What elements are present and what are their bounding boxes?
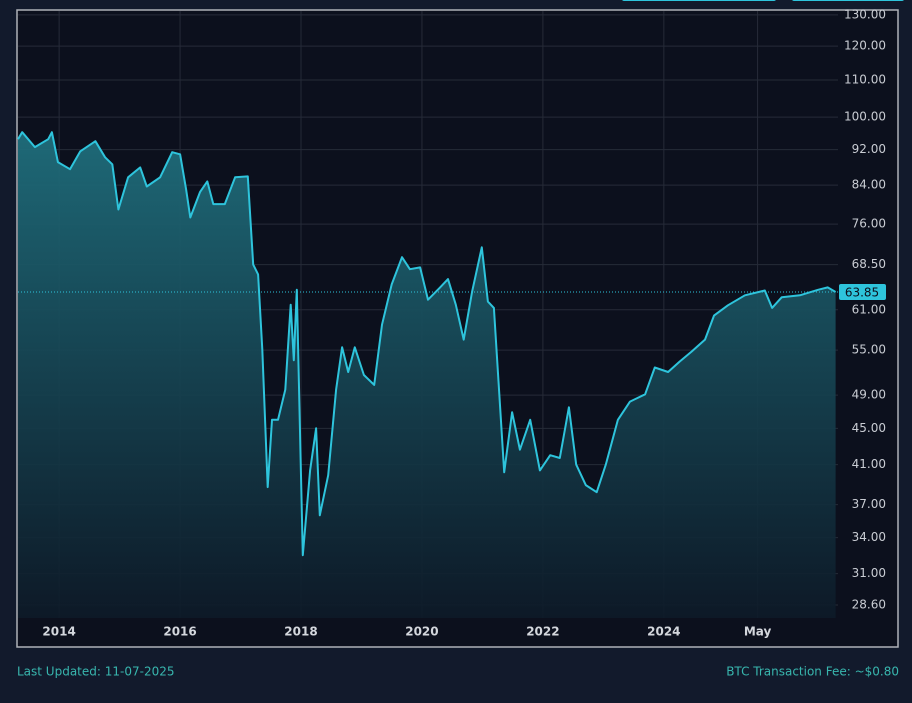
labels: 28.60 31.00 34.00 37.00 41.00 45.00 49.00 55.00… — [42, 7, 886, 639]
plot — [17, 131, 838, 618]
top-button[interactable] — [792, 0, 904, 1]
y-tick-label: 68.50 — [852, 257, 886, 271]
x-tick-label: May — [744, 625, 772, 639]
y-tick-label: 110.00 — [844, 72, 886, 86]
y-tick-label: 120.00 — [844, 39, 886, 53]
y-tick-label: 55.00 — [852, 343, 886, 357]
y-tick-label: 34.00 — [852, 530, 886, 544]
x-tick-label: 2020 — [405, 625, 438, 639]
x-tick-label: 2018 — [284, 625, 317, 639]
area — [18, 132, 836, 618]
footer-right: BTC Transaction Fee: ~$0.80 — [726, 665, 899, 679]
y-tick-label: 76.00 — [852, 217, 886, 231]
last-value-badge — [839, 283, 886, 300]
last-value-label: 63.85 — [845, 285, 879, 299]
x-tick-label: 2022 — [526, 625, 559, 639]
y-tick-label: 84.00 — [852, 178, 886, 192]
y-tick-label: 92.00 — [852, 142, 886, 156]
y-tick-label: 61.00 — [852, 302, 886, 316]
y-tick-label: 49.00 — [852, 388, 886, 402]
y-tick-label: 41.00 — [852, 457, 886, 471]
footer-left: Last Updated: 11-07-2025 — [17, 665, 174, 679]
y-tick-label: 28.60 — [852, 597, 886, 611]
top-button[interactable] — [622, 0, 776, 1]
x-tick-label: 2024 — [647, 625, 680, 639]
y-tick-label: 100.00 — [844, 110, 886, 124]
y-tick-label: 31.00 — [852, 566, 886, 580]
x-tick-label: 2014 — [42, 625, 75, 639]
x-tick-label: 2016 — [163, 625, 196, 639]
line — [17, 131, 837, 557]
y-tick-label: 37.00 — [852, 497, 886, 511]
y-tick-label: 45.00 — [852, 421, 886, 435]
y-tick-label: 130.00 — [844, 7, 886, 21]
